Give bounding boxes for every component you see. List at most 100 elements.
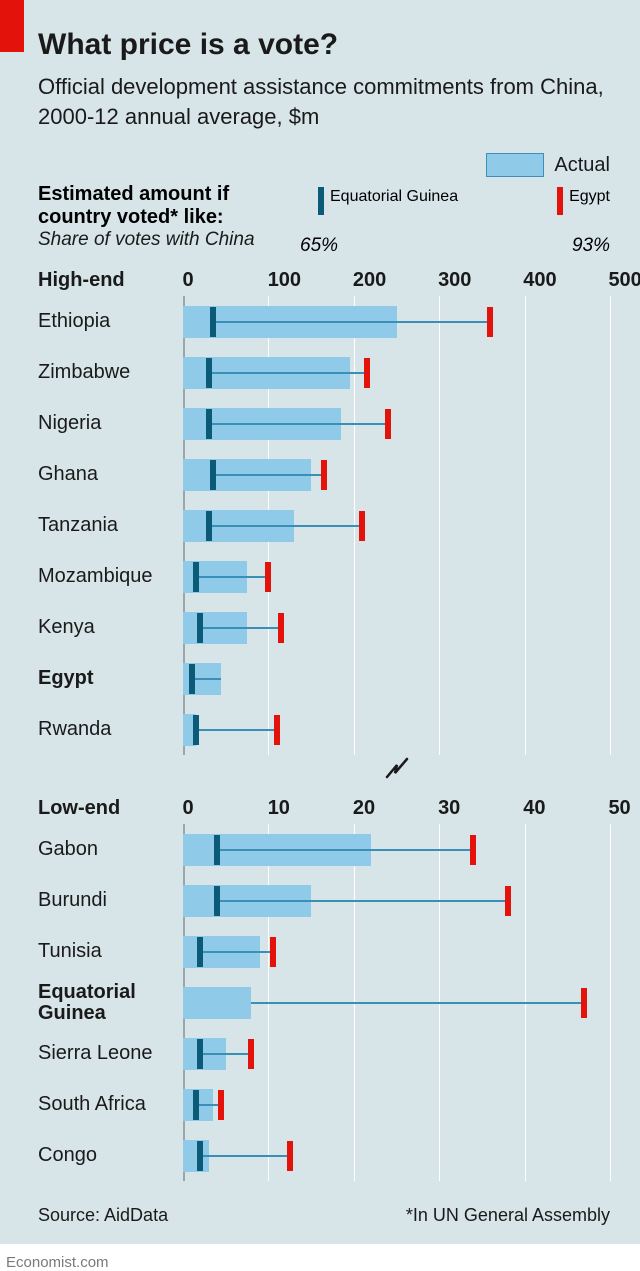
axis-tick: 400 (523, 269, 524, 292)
eg-marker (206, 409, 212, 439)
egypt-marker (287, 1141, 293, 1171)
egypt-marker (278, 613, 284, 643)
data-row: Burundi (38, 875, 610, 926)
legend: Actual Estimated amount if country voted… (38, 153, 610, 257)
row-label: Ethiopia (38, 311, 183, 332)
row-label: Kenya (38, 617, 183, 638)
row-label: Zimbabwe (38, 362, 183, 383)
row-plot (183, 398, 610, 449)
row-label: Sierra Leone (38, 1043, 183, 1064)
range-connector (196, 576, 269, 578)
panel-rows: Ethiopia Zimbabwe Nigeria GhanaTanzania Moza… (38, 296, 610, 755)
row-label: South Africa (38, 1094, 183, 1115)
row-plot (183, 875, 610, 926)
range-connector (209, 525, 363, 527)
egypt-marker (248, 1039, 254, 1069)
row-plot (183, 1079, 610, 1130)
row-plot (183, 977, 610, 1028)
eg-marker (197, 1039, 203, 1069)
row-plot (183, 296, 610, 347)
row-label: Equatorial Guinea (38, 982, 183, 1024)
legend-actual-label: Actual (554, 154, 610, 177)
chart-subtitle: Official development assistance commitme… (38, 72, 610, 131)
egypt-marker (218, 1090, 224, 1120)
axis-tick: 40 (523, 797, 524, 820)
row-plot (183, 704, 610, 755)
range-connector (213, 321, 491, 323)
legend-actual: Actual (38, 153, 610, 177)
row-label: Congo (38, 1145, 183, 1166)
range-connector (200, 627, 281, 629)
axis-tick: 50 (608, 797, 609, 820)
panel-name: High-end (38, 269, 183, 292)
egypt-marker (321, 460, 327, 490)
row-plot (183, 653, 610, 704)
chart-inner: What price is a vote? Official developme… (0, 0, 640, 1244)
attribution: Economist.com (0, 1244, 640, 1271)
row-plot (183, 347, 610, 398)
egypt-marker (470, 835, 476, 865)
row-label: Rwanda (38, 719, 183, 740)
row-plot (183, 1028, 610, 1079)
egypt-marker (581, 988, 587, 1018)
eg-marker (193, 1090, 199, 1120)
row-plot (183, 602, 610, 653)
eg-marker (206, 511, 212, 541)
egypt-marker (505, 886, 511, 916)
legend-eg-share: 65% (300, 235, 340, 257)
data-row: Nigeria (38, 398, 610, 449)
row-plot (183, 449, 610, 500)
egypt-marker (385, 409, 391, 439)
grid-line (610, 296, 611, 755)
axis-tick: 100 (268, 269, 269, 292)
source-text: Source: AidData (38, 1205, 168, 1226)
actual-bar (183, 987, 251, 1019)
data-row: Ethiopia (38, 296, 610, 347)
row-label: Tunisia (38, 941, 183, 962)
chart-title: What price is a vote? (38, 28, 610, 62)
eg-marker (210, 307, 216, 337)
range-connector (200, 1053, 251, 1055)
panels-host: High-end0 100 200 300 400 500 Ethiopia Zimbabwe… (38, 269, 610, 1181)
data-row: Zimbabwe (38, 347, 610, 398)
axis-tick-wrap: 0 100 200 300 400 500 (183, 269, 610, 292)
egypt-marker (265, 562, 271, 592)
range-connector (200, 951, 273, 953)
panel-header: High-end0 100 200 300 400 500 (38, 269, 610, 292)
row-label: Burundi (38, 890, 183, 911)
range-connector (213, 474, 324, 476)
legend-egypt-share: 93% (572, 235, 610, 257)
row-plot (183, 926, 610, 977)
row-label: Mozambique (38, 566, 183, 587)
egypt-marker (270, 937, 276, 967)
data-row: Tanzania (38, 500, 610, 551)
axis-tick: 10 (268, 797, 269, 820)
row-label: Egypt (38, 668, 183, 689)
eg-marker (189, 664, 195, 694)
eg-marker (193, 715, 199, 745)
eg-marker (193, 562, 199, 592)
data-row: Ghana (38, 449, 610, 500)
legend-egypt-label: Egypt (569, 188, 610, 206)
axis-tick: 200 (353, 269, 354, 292)
actual-swatch (486, 153, 544, 177)
eg-marker (197, 613, 203, 643)
axis-tick: 0 (183, 269, 184, 292)
range-connector (196, 729, 277, 731)
data-row: Gabon (38, 824, 610, 875)
axis-tick: 500 (608, 269, 609, 292)
eg-marker (210, 460, 216, 490)
data-row: Tunisia (38, 926, 610, 977)
data-row: Equatorial Guinea (38, 977, 610, 1028)
data-row: Kenya (38, 602, 610, 653)
chart-footer: Source: AidData *In UN General Assembly (38, 1199, 610, 1226)
data-row: Sierra Leone (38, 1028, 610, 1079)
axis-tick: 300 (438, 269, 439, 292)
row-label: Nigeria (38, 413, 183, 434)
egypt-marker (359, 511, 365, 541)
range-connector (217, 900, 507, 902)
row-label: Gabon (38, 839, 183, 860)
row-plot (183, 824, 610, 875)
egypt-tick-swatch (557, 187, 563, 215)
eg-marker (197, 937, 203, 967)
